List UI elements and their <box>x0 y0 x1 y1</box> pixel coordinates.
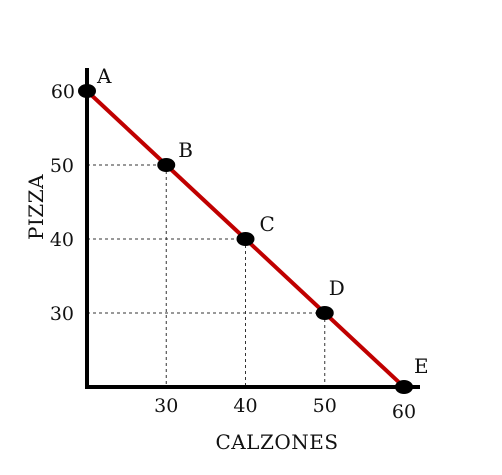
y-tick-label-40: 40 <box>50 229 74 251</box>
data-points: A B C D E <box>78 64 429 394</box>
x-axis-title: CALZONES <box>215 430 338 454</box>
point-label-c: C <box>260 212 275 236</box>
x-tick-label-60: 60 <box>392 401 416 423</box>
x-tick-label-30: 30 <box>154 395 178 417</box>
y-tick-label-60: 60 <box>51 81 75 103</box>
x-tick-label-40: 40 <box>233 395 257 417</box>
y-tick-label-50: 50 <box>50 155 74 177</box>
y-tick-label-30: 30 <box>50 303 74 325</box>
point-e <box>395 380 413 394</box>
tick-labels: 30 40 50 60 30 40 50 60 <box>50 81 416 423</box>
y-axis-title: PIZZA <box>24 174 48 240</box>
point-label-a: A <box>96 64 112 88</box>
point-label-b: B <box>178 138 193 162</box>
axes <box>85 68 420 389</box>
point-label-d: D <box>329 276 345 300</box>
point-d <box>315 306 334 320</box>
point-label-e: E <box>414 354 429 378</box>
point-b <box>157 158 176 172</box>
guide-lines <box>87 164 326 387</box>
x-tick-label-50: 50 <box>313 395 337 417</box>
point-a <box>78 84 96 98</box>
point-c <box>236 232 255 246</box>
